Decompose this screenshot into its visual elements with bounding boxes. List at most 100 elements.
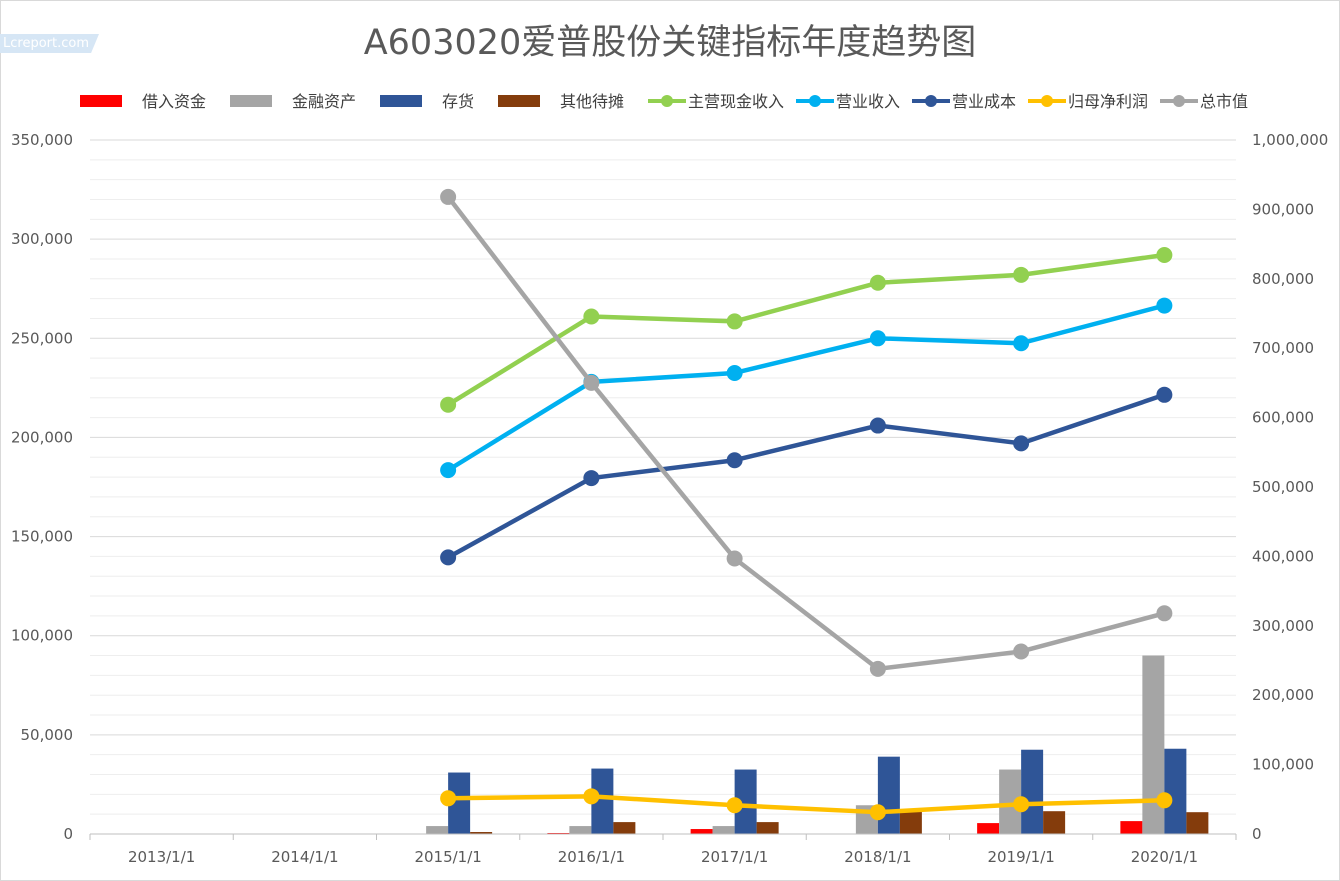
y-left-tick-label: 150,000 [11, 528, 73, 546]
bar [613, 822, 636, 834]
y-left-tick-label: 200,000 [11, 428, 73, 446]
bar [1043, 811, 1066, 834]
y-left-tick-label: 100,000 [11, 627, 73, 645]
y-left-tick-label: 300,000 [11, 230, 73, 248]
bar [1120, 821, 1143, 834]
legend-marker [1173, 95, 1185, 107]
y-right-tick-label: 1,000,000 [1252, 131, 1328, 149]
series-point [583, 308, 600, 325]
y-right-tick-label: 500,000 [1252, 478, 1314, 496]
series-point [869, 660, 886, 677]
x-tick-label: 2013/1/1 [128, 848, 195, 866]
series-point [1013, 266, 1030, 283]
legend-marker [925, 95, 937, 107]
legend-label: 总市值 [1200, 92, 1248, 111]
series-point [440, 549, 457, 566]
y-left-tick-label: 50,000 [21, 726, 74, 744]
legend-label: 营业成本 [952, 92, 1016, 111]
y-right-tick-label: 700,000 [1252, 339, 1314, 357]
y-left-tick-label: 0 [63, 825, 73, 843]
series-point [583, 470, 600, 487]
y-right-tick-label: 800,000 [1252, 270, 1314, 288]
series-point [1013, 796, 1030, 813]
series-point [440, 188, 457, 205]
x-tick-label: 2015/1/1 [414, 848, 481, 866]
bar [426, 826, 449, 834]
x-tick-label: 2014/1/1 [271, 848, 338, 866]
series-point [1156, 386, 1173, 403]
series-point [869, 804, 886, 821]
y-left-tick-label: 250,000 [11, 329, 73, 347]
x-tick-label: 2018/1/1 [844, 848, 911, 866]
y-right-tick-label: 0 [1252, 825, 1262, 843]
bar [1164, 748, 1187, 834]
legend-marker [809, 95, 821, 107]
series-point [726, 550, 743, 567]
y-right-tick-label: 900,000 [1252, 200, 1314, 218]
series-point [869, 417, 886, 434]
series-point [1013, 335, 1030, 352]
legend-label: 主营现金收入 [688, 92, 784, 111]
legend-label: 其他待摊 [560, 92, 624, 111]
legend-marker [1041, 95, 1053, 107]
series-point [440, 790, 457, 807]
legend-swatch [80, 95, 122, 107]
bar [756, 822, 779, 834]
legend-label: 归母净利润 [1068, 92, 1148, 111]
series-line [445, 252, 1167, 407]
bar [470, 832, 493, 834]
legend-label: 借入资金 [142, 92, 206, 111]
legend-label: 存货 [442, 92, 474, 111]
bar [977, 823, 1000, 834]
bars-layer [426, 655, 1209, 834]
y-right-tick-label: 300,000 [1252, 617, 1314, 635]
bar [1142, 655, 1165, 834]
axes-layer: 0 50,000 100,000 150,000 200,000 250,000 300,0… [11, 131, 1328, 866]
bar [448, 772, 471, 834]
bar [690, 829, 713, 834]
bar [591, 768, 614, 834]
bar [877, 756, 900, 834]
y-right-tick-label: 400,000 [1252, 547, 1314, 565]
series-point [583, 374, 600, 391]
x-tick-label: 2016/1/1 [558, 848, 625, 866]
series-point [440, 462, 457, 479]
bar [712, 826, 735, 834]
x-tick-label: 2017/1/1 [701, 848, 768, 866]
bar [899, 811, 922, 834]
legend-label: 营业收入 [836, 92, 900, 111]
series-line [445, 194, 1167, 672]
series-line [445, 303, 1167, 473]
bar [1021, 749, 1044, 834]
x-tick-label: 2020/1/1 [1131, 848, 1198, 866]
legend: 借入资金 金融资产 存货 其他待摊 主营现金收入 营业收入 营业成本 归母净利润 总市值 [80, 92, 1248, 111]
legend-label: 金融资产 [292, 92, 356, 111]
grid-layer [90, 139, 1236, 835]
series-point [726, 452, 743, 469]
y-right-tick-label: 600,000 [1252, 409, 1314, 427]
legend-swatch [380, 95, 422, 107]
watermark-badge: Lcreport.com [0, 34, 99, 53]
series-point [1156, 792, 1173, 809]
series-point [869, 330, 886, 347]
series-point [726, 313, 743, 330]
series-point [1156, 605, 1173, 622]
series-point [1156, 247, 1173, 264]
legend-swatch [498, 95, 540, 107]
series-line [445, 392, 1167, 560]
series-point [583, 788, 600, 805]
y-right-tick-label: 100,000 [1252, 756, 1314, 774]
series-point [869, 274, 886, 291]
series-point [726, 797, 743, 814]
series-point [440, 396, 457, 413]
bar [569, 826, 592, 834]
series-point [1013, 435, 1030, 452]
legend-marker [661, 95, 673, 107]
chart-title: A603020爱普股份关键指标年度趋势图 [363, 23, 977, 63]
bar [734, 769, 757, 834]
y-left-tick-label: 350,000 [11, 131, 73, 149]
bar [1186, 812, 1209, 834]
y-right-tick-label: 200,000 [1252, 686, 1314, 704]
bar [999, 769, 1022, 834]
